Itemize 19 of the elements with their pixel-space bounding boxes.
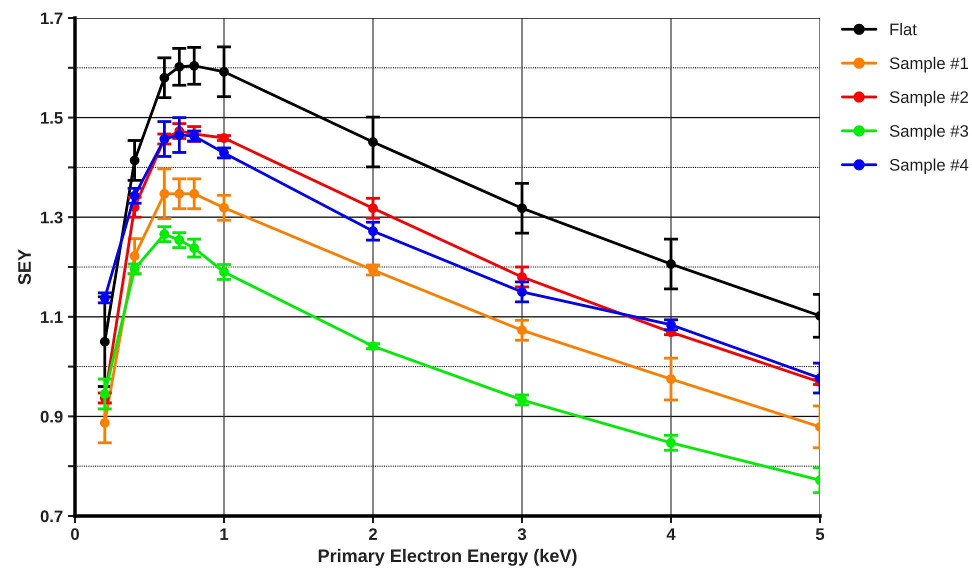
x-tick-label: 0	[71, 528, 79, 540]
y-tick-label: 1.3	[41, 212, 63, 224]
y-axis-title: SEY	[18, 249, 31, 285]
legend-label: Sample #1	[890, 56, 968, 72]
x-tick-label: 2	[368, 528, 377, 540]
y-tick-label: 1.7	[41, 12, 62, 24]
y-tick-label: 0.7	[40, 510, 62, 522]
x-tick-label: 3	[518, 528, 526, 540]
legend-label: Sample #2	[890, 90, 968, 106]
x-tick-label: 4	[666, 528, 676, 540]
x-tick-label: 5	[816, 528, 824, 540]
legend-label: Sample #4	[890, 158, 968, 174]
y-tick-label: 1.1	[41, 311, 63, 323]
y-tick-label: 1.5	[41, 112, 63, 124]
legend-label: Sample #3	[890, 124, 968, 140]
x-tick-label: 1	[220, 528, 228, 540]
y-tick-label: 0.9	[40, 410, 63, 423]
legend-label: Flat	[890, 23, 917, 36]
x-axis-title: Primary Electron Energy (keV)	[318, 548, 577, 566]
